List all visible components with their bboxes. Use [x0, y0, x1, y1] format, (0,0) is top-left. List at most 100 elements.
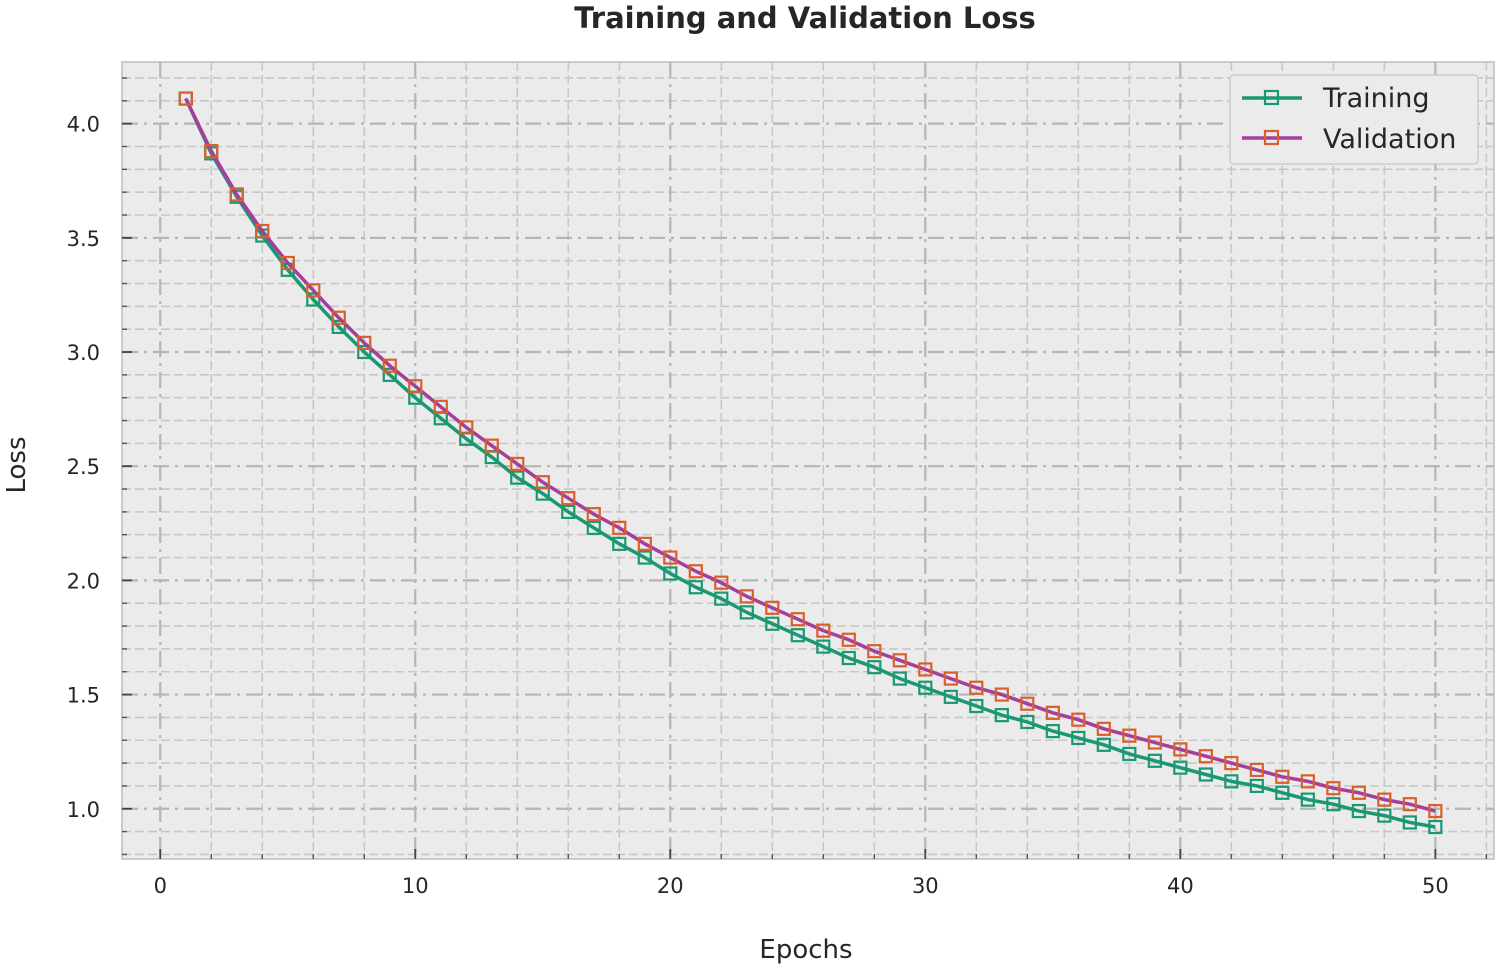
data-point-training [1326, 797, 1341, 812]
data-point-training [1147, 753, 1162, 768]
data-point-validation [1224, 755, 1239, 771]
data-point-validation [663, 550, 678, 565]
series-layer [178, 91, 1443, 835]
y-tick-label: 1.0 [67, 798, 100, 822]
data-point-training [331, 319, 346, 335]
data-point-training [357, 344, 372, 360]
x-tick-label: 40 [1167, 874, 1194, 898]
data-point-training [1428, 819, 1443, 835]
x-tick-labels: 0 10 20 30 40 50 [154, 874, 1449, 898]
y-tick-label: 3.5 [67, 227, 100, 251]
x-tick-label: 20 [657, 874, 684, 898]
data-point-training [688, 580, 703, 595]
data-point-validation [382, 358, 397, 373]
x-tick-label: 50 [1422, 874, 1449, 898]
legend-marker-training [1263, 89, 1280, 106]
x-tick-label: 10 [402, 874, 429, 898]
data-point-training [612, 536, 627, 551]
data-point-training [969, 698, 984, 714]
data-point-training [790, 628, 805, 643]
data-point-validation [1300, 774, 1315, 789]
minor-grid [122, 62, 1494, 859]
data-point-training [1249, 778, 1264, 794]
data-point-validation [1275, 769, 1290, 784]
data-point-training [1351, 803, 1366, 819]
data-point-validation [1249, 762, 1264, 778]
data-point-training [841, 650, 856, 666]
data-point-validation [1198, 749, 1213, 764]
data-point-validation [1351, 785, 1366, 800]
data-point-validation [459, 420, 474, 435]
data-point-training [663, 566, 678, 581]
legend-label-validation: Validation [1323, 124, 1456, 155]
data-point-validation [790, 612, 805, 627]
data-point-training [1275, 785, 1290, 800]
data-point-validation [739, 589, 754, 604]
data-point-validation [535, 475, 550, 490]
y-tick-label: 2.5 [67, 455, 100, 479]
data-point-validation [816, 623, 831, 638]
data-point-validation [1377, 792, 1392, 807]
data-point-training [1071, 730, 1086, 746]
data-point-training [510, 470, 525, 485]
data-point-training [382, 367, 397, 382]
data-point-validation [255, 223, 270, 239]
data-point-training [918, 680, 933, 695]
data-point-training [892, 671, 907, 686]
data-point-validation [612, 520, 627, 535]
data-point-validation [637, 536, 652, 551]
data-point-training [943, 689, 958, 704]
data-point-validation [306, 283, 321, 298]
data-point-training [1173, 760, 1188, 775]
data-point-training [1300, 792, 1315, 807]
legend-label-training: Training [1322, 83, 1430, 114]
data-point-training [1198, 767, 1213, 782]
series-validation [178, 91, 1443, 819]
data-point-validation [1428, 803, 1443, 819]
data-point-validation [1071, 712, 1086, 727]
data-point-training [867, 660, 882, 675]
y-tick-label: 2.0 [67, 569, 100, 593]
data-point-validation [765, 600, 780, 615]
legend: Training Validation [1229, 74, 1479, 165]
data-point-validation [969, 680, 984, 695]
y-tick-label: 4.0 [67, 113, 100, 137]
data-point-validation [1096, 721, 1111, 736]
data-point-training [765, 616, 780, 631]
data-point-validation [1402, 797, 1417, 812]
chart-title: Training and Validation Loss [574, 1, 1036, 35]
data-point-training [306, 292, 321, 307]
data-point-training [637, 550, 652, 565]
y-tick-label: 1.5 [67, 684, 100, 708]
data-point-training [1045, 724, 1060, 739]
plot-area [121, 61, 1495, 860]
data-point-validation [357, 335, 372, 350]
data-point-validation [892, 653, 907, 668]
data-point-validation [178, 91, 193, 106]
data-point-validation [204, 143, 219, 159]
data-point-training [816, 639, 831, 654]
x-tick-label: 30 [912, 874, 939, 898]
y-axis-label: Loss [2, 436, 32, 493]
data-point-validation [510, 456, 525, 472]
data-point-training [994, 708, 1009, 723]
data-point-validation [331, 310, 346, 325]
data-point-validation [1122, 728, 1137, 743]
major-grid [122, 62, 1494, 859]
data-point-training [1096, 737, 1111, 752]
data-point-training [739, 605, 754, 620]
data-point-validation [918, 662, 933, 677]
data-point-training [1377, 808, 1392, 823]
data-point-validation [1147, 735, 1162, 750]
data-point-validation [1173, 742, 1188, 757]
data-point-validation [1045, 705, 1060, 720]
data-point-validation [867, 644, 882, 659]
data-point-validation [586, 507, 601, 522]
legend-marker-validation [1263, 129, 1280, 146]
x-axis-label: Epochs [759, 935, 852, 965]
data-point-validation [484, 438, 499, 453]
data-point-training [1402, 815, 1417, 830]
data-point-training [1224, 774, 1239, 789]
y-tick-label: 3.0 [67, 341, 100, 365]
